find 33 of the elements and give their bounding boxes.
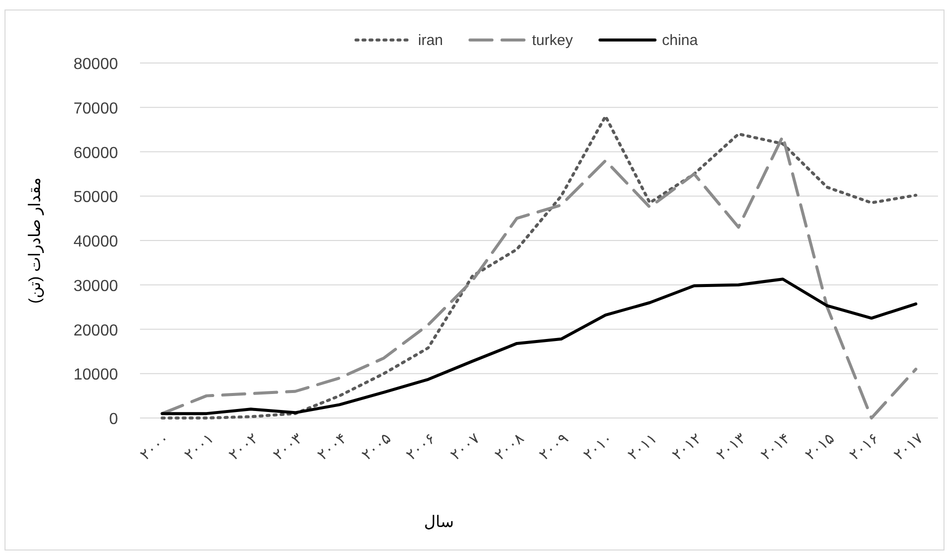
- y-tick-label: 20000: [74, 322, 118, 340]
- x-tick-label: ۲۰۰۹: [536, 430, 572, 464]
- x-tick-label: ۲۰۰۸: [492, 430, 528, 464]
- x-tick-label: ۲۰۱۰: [580, 430, 616, 464]
- y-tick-label: 70000: [74, 100, 118, 118]
- y-tick-label: 40000: [74, 234, 118, 250]
- x-axis-title: سال: [424, 514, 454, 531]
- x-tick-label: ۲۰۱۱: [624, 430, 660, 464]
- y-tick-label: 30000: [74, 278, 118, 295]
- y-axis-title: مقدار صادرات (تن): [27, 177, 44, 304]
- x-tick-label: ۲۰۱۴: [758, 430, 794, 464]
- legend-label: china: [662, 32, 699, 49]
- x-tick-label: ۲۰۰۲: [226, 430, 262, 464]
- x-tick-label: ۲۰۱۶: [846, 430, 882, 464]
- x-tick-label: ۲۰۱۲: [669, 430, 705, 464]
- y-tick-label: 50000: [74, 189, 118, 206]
- y-tick-label: 10000: [74, 366, 118, 384]
- y-tick-label: 60000: [74, 144, 118, 162]
- x-tick-label: ۲۰۰۵: [358, 430, 394, 464]
- x-tick-label: ۲۰۱۷: [890, 430, 926, 464]
- legend-label: turkey: [532, 32, 574, 49]
- x-tick-label: ۲۰۰۷: [447, 430, 484, 464]
- x-tick-label: ۲۰۰۰: [137, 430, 173, 464]
- x-tick-label: ۲۰۱۳: [713, 430, 750, 464]
- y-tick-label: 80000: [74, 56, 118, 73]
- x-tick-label: ۲۰۱۵: [802, 430, 838, 464]
- x-tick-label: ۲۰۰۳: [270, 430, 306, 464]
- x-tick-label: ۲۰۰۴: [314, 430, 350, 464]
- x-tick-label: ۲۰۰۱: [181, 430, 218, 464]
- y-tick-label: 0: [109, 411, 118, 428]
- line-series: [160, 278, 918, 416]
- legend-label: iran: [418, 32, 444, 49]
- x-tick-label: ۲۰۰۶: [403, 430, 439, 464]
